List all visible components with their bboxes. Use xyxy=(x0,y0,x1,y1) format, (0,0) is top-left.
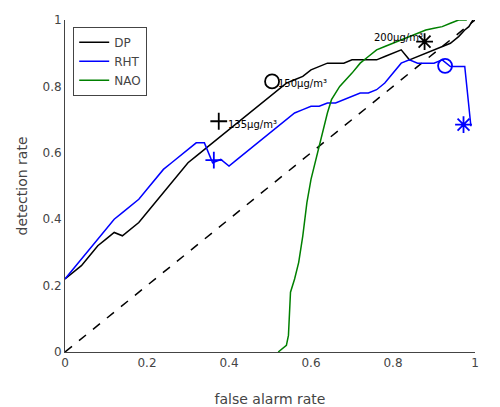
svg-text:0.6: 0.6 xyxy=(301,356,320,370)
svg-text:0.2: 0.2 xyxy=(137,356,156,370)
svg-text:135μg/m³: 135μg/m³ xyxy=(228,119,277,130)
svg-text:0.8: 0.8 xyxy=(43,80,62,94)
svg-text:1: 1 xyxy=(54,13,62,27)
svg-text:0.2: 0.2 xyxy=(43,279,62,293)
svg-text:150μg/m³: 150μg/m³ xyxy=(278,78,327,89)
svg-text:1: 1 xyxy=(471,356,479,370)
svg-text:0.4: 0.4 xyxy=(219,356,238,370)
svg-text:200μg/m³: 200μg/m³ xyxy=(374,32,423,43)
svg-text:0.4: 0.4 xyxy=(43,212,62,226)
svg-text:0: 0 xyxy=(61,356,69,370)
svg-text:RHT: RHT xyxy=(114,55,139,69)
svg-text:0.8: 0.8 xyxy=(383,356,402,370)
svg-text:false alarm rate: false alarm rate xyxy=(215,391,326,407)
svg-text:detection rate: detection rate xyxy=(14,136,30,235)
svg-text:DP: DP xyxy=(114,36,130,50)
svg-text:NAO: NAO xyxy=(114,74,140,88)
svg-text:0.6: 0.6 xyxy=(43,146,62,160)
svg-text:0: 0 xyxy=(54,345,62,359)
